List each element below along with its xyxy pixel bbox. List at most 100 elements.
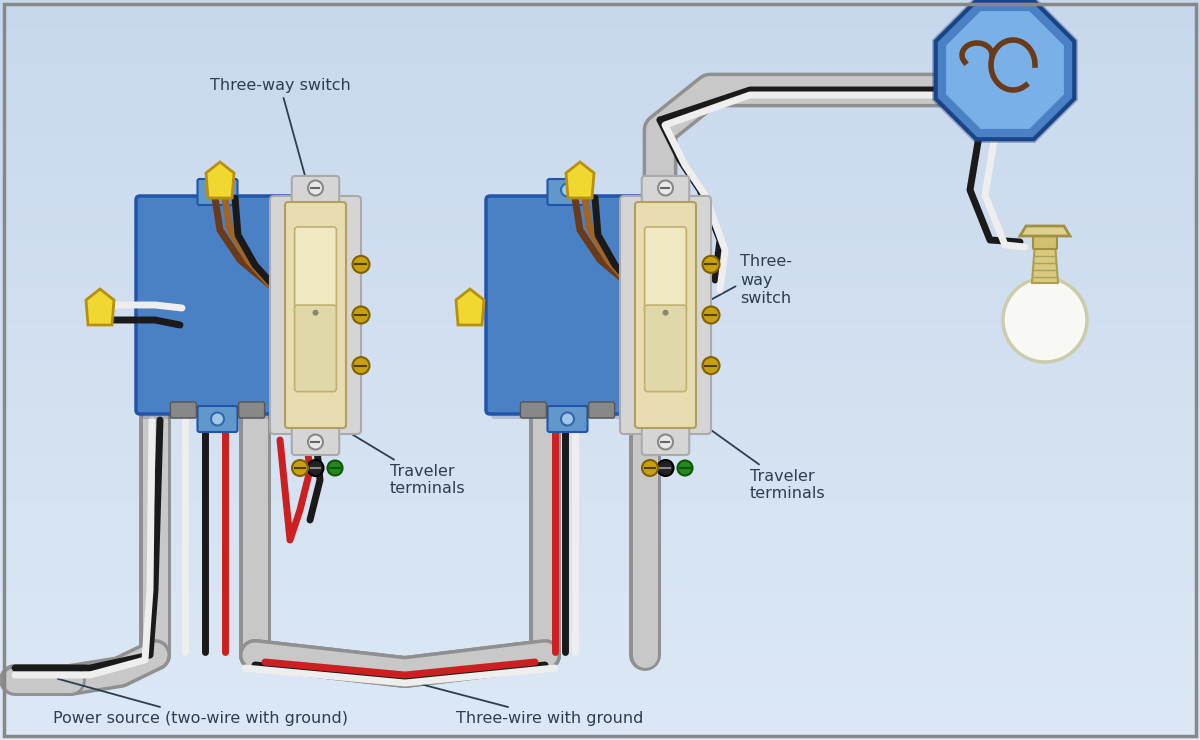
Circle shape [353, 357, 370, 374]
Circle shape [211, 184, 224, 197]
Bar [0, 10, 1200, 18]
Bar [0, 111, 1200, 121]
Text: Three-wire with ground: Three-wire with ground [408, 681, 643, 725]
FancyBboxPatch shape [239, 402, 264, 418]
Bar [0, 610, 1200, 620]
Bar [0, 28, 1200, 37]
Bar [0, 102, 1200, 111]
Bar [0, 333, 1200, 343]
Bar [0, 240, 1200, 250]
Bar [0, 92, 1200, 102]
Circle shape [353, 256, 370, 273]
Bar [0, 370, 1200, 380]
FancyBboxPatch shape [198, 406, 238, 432]
Polygon shape [1032, 248, 1058, 283]
Bar [0, 185, 1200, 195]
Circle shape [353, 306, 370, 323]
Polygon shape [932, 0, 1078, 143]
FancyBboxPatch shape [286, 202, 346, 428]
Bar [0, 684, 1200, 694]
Bar [0, 444, 1200, 453]
Bar [0, 722, 1200, 731]
Bar [0, 435, 1200, 444]
Polygon shape [86, 289, 114, 325]
Bar [0, 462, 1200, 472]
Polygon shape [946, 11, 1064, 129]
FancyBboxPatch shape [547, 406, 588, 432]
Circle shape [658, 181, 673, 195]
Polygon shape [1020, 226, 1070, 236]
FancyBboxPatch shape [170, 402, 197, 418]
Bar [0, 0, 1200, 10]
Bar [0, 481, 1200, 491]
Bar [0, 84, 1200, 92]
Bar [0, 287, 1200, 296]
FancyBboxPatch shape [486, 196, 649, 414]
Bar [0, 380, 1200, 388]
Bar [0, 259, 1200, 269]
FancyBboxPatch shape [635, 202, 696, 428]
Bar [0, 528, 1200, 536]
Circle shape [662, 310, 668, 316]
Circle shape [560, 412, 574, 426]
Bar [0, 18, 1200, 28]
Text: Three-way switch: Three-way switch [210, 78, 350, 209]
Bar [0, 500, 1200, 509]
Bar [0, 555, 1200, 565]
Bar [0, 204, 1200, 213]
Bar [0, 712, 1200, 722]
Bar [0, 222, 1200, 232]
Bar [0, 343, 1200, 352]
Bar [0, 121, 1200, 130]
Text: Traveler
terminals: Traveler terminals [323, 417, 466, 497]
Polygon shape [206, 162, 234, 198]
FancyBboxPatch shape [292, 176, 340, 204]
Polygon shape [566, 162, 594, 198]
FancyBboxPatch shape [642, 427, 689, 455]
Bar [0, 314, 1200, 324]
Bar [0, 37, 1200, 47]
Bar [0, 352, 1200, 361]
FancyBboxPatch shape [547, 179, 588, 205]
Bar [0, 491, 1200, 500]
Text: Three-
way
switch: Three- way switch [740, 254, 792, 306]
FancyBboxPatch shape [1033, 235, 1057, 249]
Bar [0, 232, 1200, 240]
Bar [0, 574, 1200, 583]
Circle shape [308, 434, 323, 449]
Bar [0, 166, 1200, 176]
Bar [0, 139, 1200, 148]
Bar [0, 74, 1200, 84]
Bar [0, 583, 1200, 592]
Bar [0, 546, 1200, 555]
FancyBboxPatch shape [136, 196, 299, 414]
Bar [0, 509, 1200, 518]
Bar [0, 472, 1200, 481]
Text: Traveler
terminals: Traveler terminals [692, 417, 826, 501]
Bar [0, 195, 1200, 204]
Bar [0, 361, 1200, 370]
Circle shape [307, 460, 324, 476]
FancyBboxPatch shape [198, 179, 238, 205]
Bar [0, 694, 1200, 703]
Bar [0, 601, 1200, 610]
FancyBboxPatch shape [270, 196, 361, 434]
Bar [0, 565, 1200, 574]
FancyBboxPatch shape [295, 227, 336, 314]
Circle shape [702, 256, 720, 273]
Circle shape [211, 412, 224, 426]
FancyBboxPatch shape [491, 201, 654, 419]
Bar [0, 407, 1200, 417]
Bar [0, 629, 1200, 638]
Bar [0, 47, 1200, 55]
Text: Power source (two-wire with ground): Power source (two-wire with ground) [53, 679, 348, 725]
Polygon shape [456, 289, 484, 325]
Bar [0, 65, 1200, 74]
Circle shape [658, 460, 673, 476]
FancyBboxPatch shape [642, 176, 689, 204]
Bar [0, 158, 1200, 166]
Circle shape [642, 460, 658, 476]
Bar [0, 536, 1200, 546]
Bar [0, 296, 1200, 306]
Bar [0, 666, 1200, 675]
